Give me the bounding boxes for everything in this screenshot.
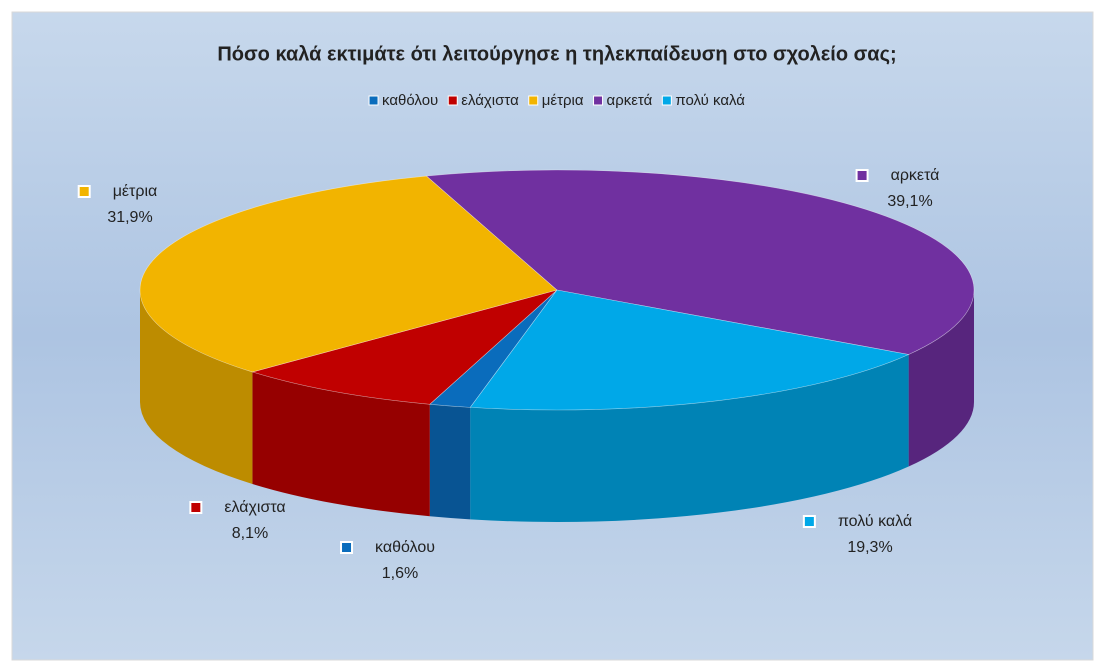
legend-label: μέτρια xyxy=(542,92,584,109)
data-label-name: καθόλου xyxy=(375,539,435,556)
data-label-swatch xyxy=(189,501,203,514)
legend-swatch xyxy=(368,95,379,106)
data-label-name: πολύ καλά xyxy=(838,513,912,530)
data-label-value: 39,1% xyxy=(887,193,932,210)
legend-swatch xyxy=(528,95,539,106)
legend-swatch xyxy=(447,95,458,106)
data-label-value: 1,6% xyxy=(382,565,418,582)
legend-item: αρκετά xyxy=(593,92,653,109)
legend: καθόλου ελάχιστα μέτρια αρκετά πολύ καλά xyxy=(368,92,745,109)
legend-swatch xyxy=(593,95,604,106)
slice-side xyxy=(470,354,909,522)
slice xyxy=(139,175,558,373)
legend-swatch xyxy=(661,95,672,106)
legend-item: καθόλου xyxy=(368,92,438,109)
data-label-value: 19,3% xyxy=(847,539,892,556)
chart-title: Πόσο καλά εκτιμάτε ότι λειτούργησε η τηλ… xyxy=(217,43,896,65)
data-label-swatch xyxy=(802,515,816,528)
slice xyxy=(251,289,558,405)
legend-label: καθόλου xyxy=(382,92,438,109)
legend-item: ελάχιστα xyxy=(447,92,519,109)
data-label-name: μέτρια xyxy=(113,183,158,200)
data-label-name: ελάχιστα xyxy=(224,499,285,516)
legend-label: πολύ καλά xyxy=(675,92,745,109)
legend-item: μέτρια xyxy=(528,92,584,109)
data-label-swatch xyxy=(77,185,91,198)
slice-side xyxy=(252,371,430,517)
slice-side xyxy=(429,404,471,520)
slice xyxy=(425,169,975,355)
data-label-value: 8,1% xyxy=(232,525,268,542)
slice-side xyxy=(908,290,974,467)
slice xyxy=(469,289,910,411)
data-label-swatch xyxy=(855,169,869,182)
data-label-swatch xyxy=(340,541,354,554)
legend-label: ελάχιστα xyxy=(461,92,519,109)
legend-label: αρκετά xyxy=(607,92,653,109)
data-label-name: αρκετά xyxy=(891,167,940,184)
data-label-value: 31,9% xyxy=(107,209,152,226)
legend-item: πολύ καλά xyxy=(661,92,745,109)
slice-side xyxy=(140,290,253,484)
